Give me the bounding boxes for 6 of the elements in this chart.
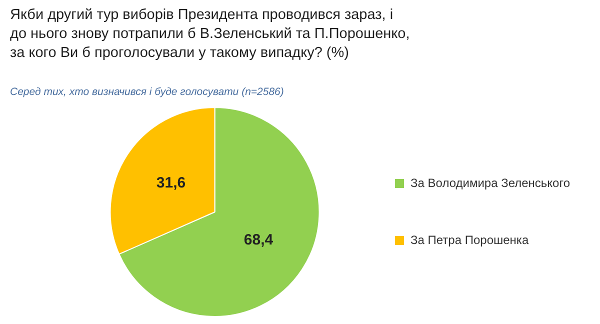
chart-title: Якби другий тур виборів Президента проводився зараз, і до нього знову потрапили б В.Зеленський та П.Порошенко, за кого Ви б проголосували у такому випадку? (%) bbox=[10, 6, 410, 63]
chart-subtitle: Серед тих, хто визначився і буде голосувати (n=2586) bbox=[10, 86, 285, 98]
legend-label: За Володимира Зеленського bbox=[410, 176, 570, 190]
data-label: 31,6 bbox=[156, 174, 186, 192]
legend-label: За Петра Порошенка bbox=[410, 232, 529, 247]
data-label: 68,4 bbox=[244, 232, 274, 249]
